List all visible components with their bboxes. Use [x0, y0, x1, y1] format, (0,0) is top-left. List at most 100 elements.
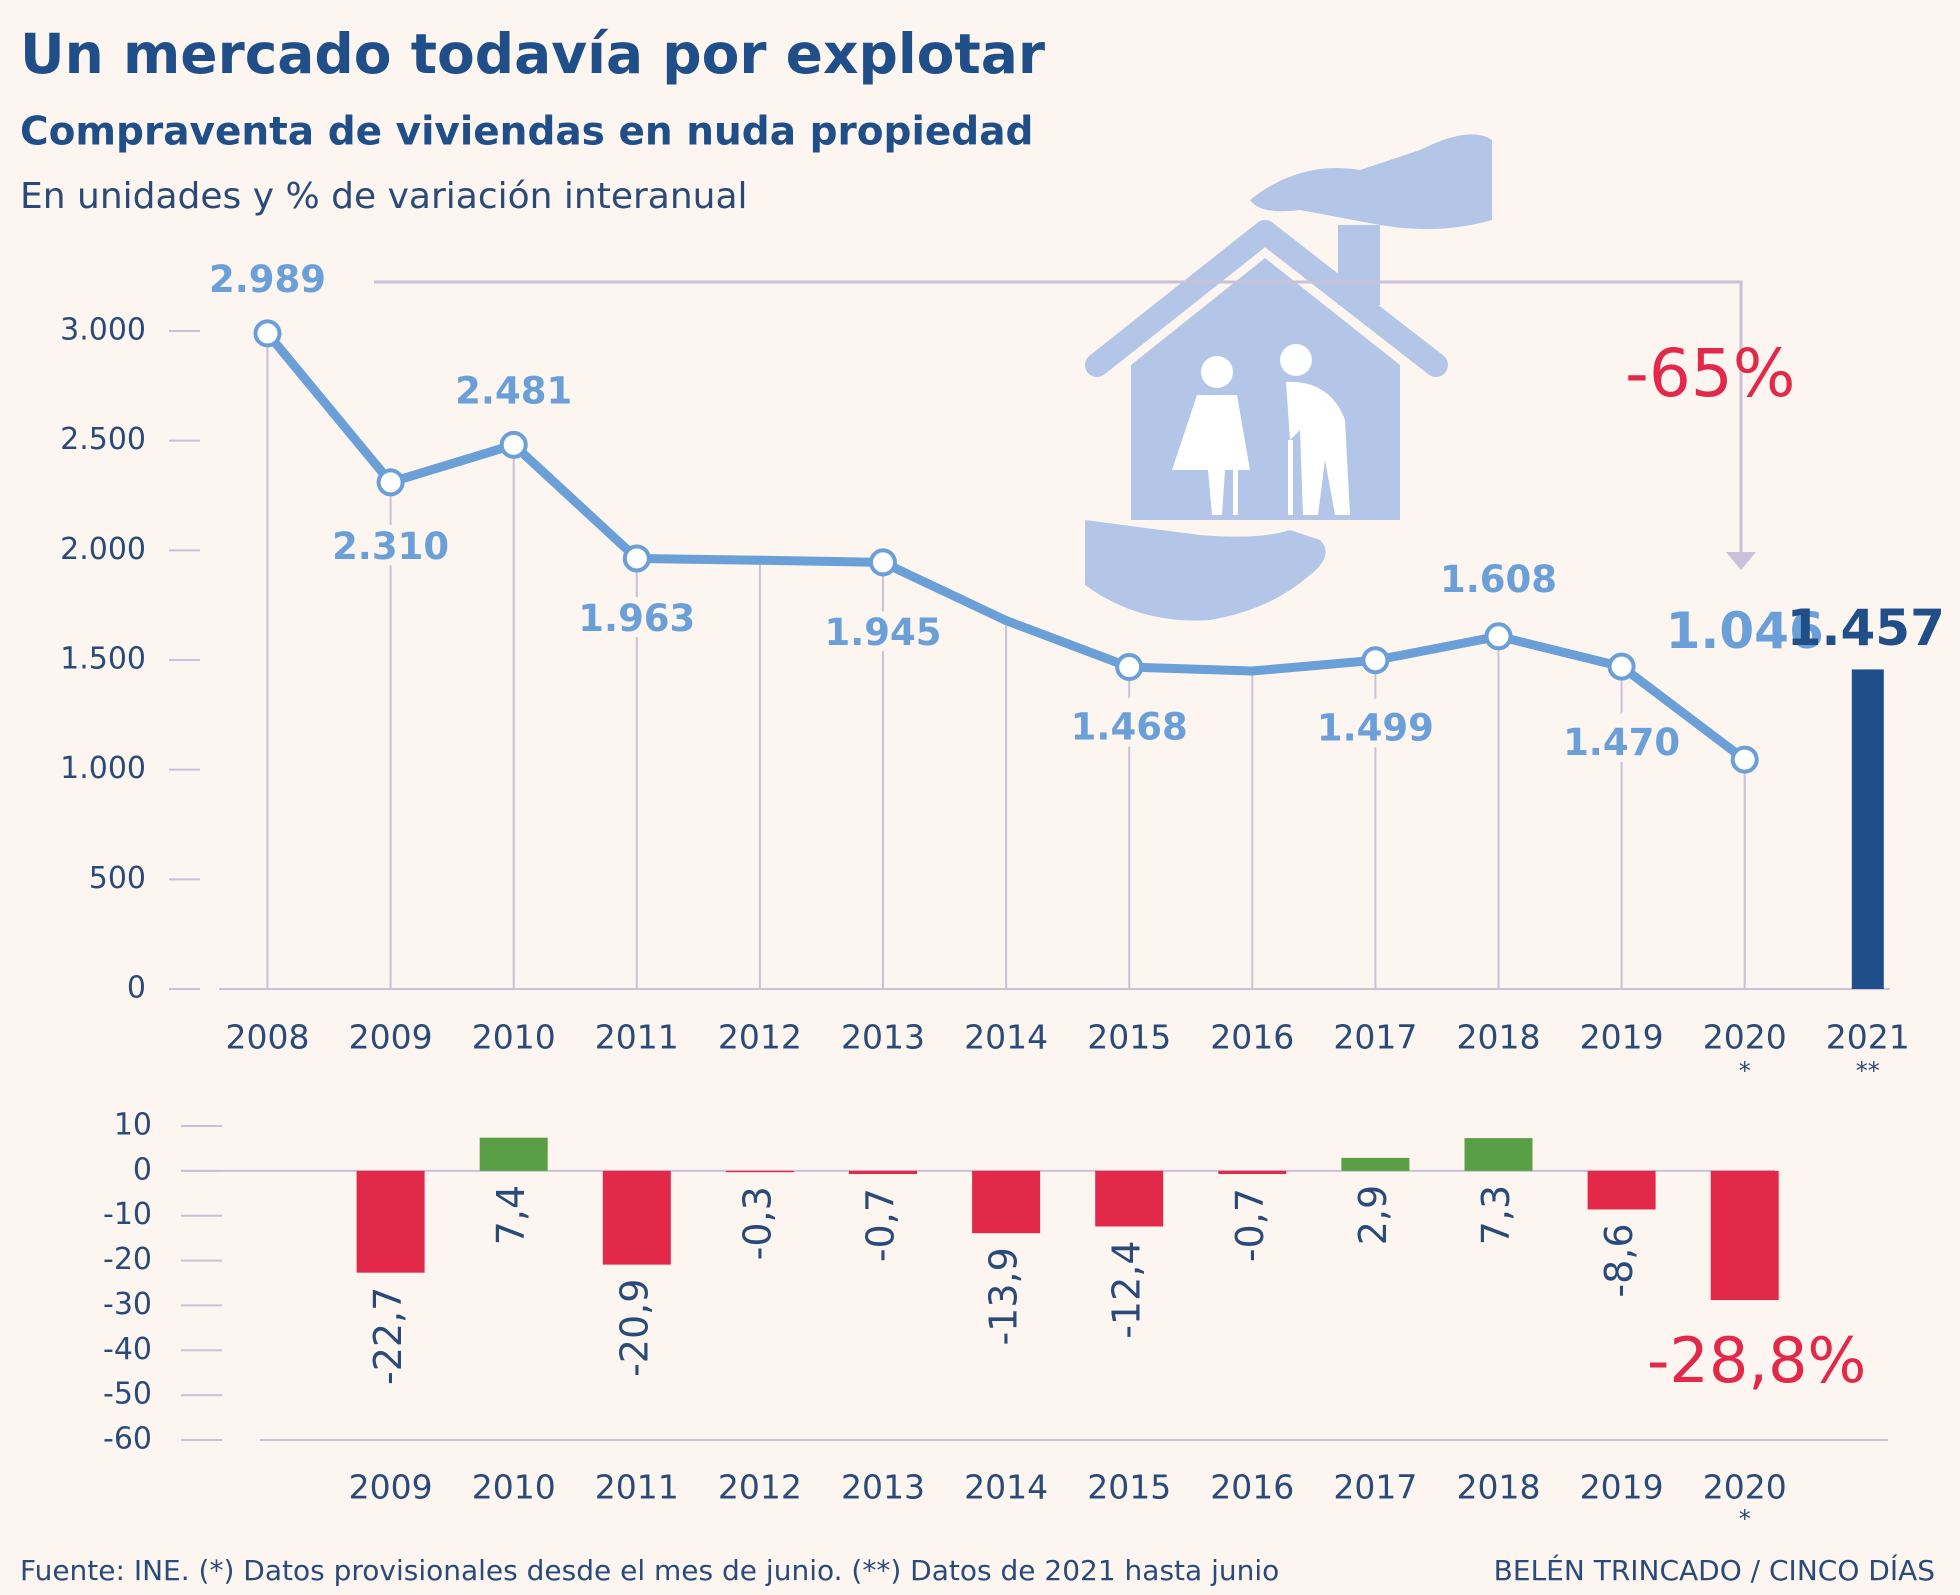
- x-tick-label: 2008: [226, 1018, 310, 1057]
- point-marker: [1361, 646, 1390, 675]
- bar: [1341, 1157, 1410, 1171]
- value-label: 2,9: [1351, 1185, 1395, 1245]
- y-tick-label: 1.500: [60, 642, 146, 677]
- x-tick-label: 2013: [841, 1468, 925, 1507]
- value-label: 1.046: [1666, 602, 1824, 660]
- value-label: -13,9: [982, 1247, 1026, 1345]
- value-label: 7,4: [489, 1185, 533, 1245]
- x-tick-label: 2021: [1826, 1018, 1910, 1057]
- source-note: Fuente: INE. (*) Datos provisionales des…: [20, 1554, 1279, 1587]
- chart-title: Un mercado todavía por explotar: [20, 22, 1045, 86]
- x-tick-label: 2013: [841, 1018, 925, 1057]
- y-tick-label: 2.500: [60, 422, 146, 457]
- point-marker: [1484, 622, 1513, 651]
- y-tick-label: -50: [103, 1377, 152, 1412]
- x-tick-label: 2019: [1580, 1018, 1664, 1057]
- point-marker: [1115, 653, 1144, 682]
- x-tick-label: 2010: [472, 1018, 556, 1057]
- x-tick-label: 2012: [718, 1018, 802, 1057]
- upper-hand: [1250, 134, 1492, 229]
- value-label: 2.989: [209, 258, 326, 301]
- y-tick-label: -60: [103, 1422, 152, 1457]
- y-tick-label: -30: [103, 1287, 152, 1322]
- point-marker: [622, 544, 651, 573]
- value-label: 1.457: [1787, 599, 1945, 657]
- y-tick-label: -20: [103, 1242, 152, 1277]
- x-tick-label: 2020: [1703, 1018, 1787, 1057]
- house-illustration: [1085, 134, 1492, 621]
- y-tick-label: 1.000: [60, 751, 146, 786]
- bar: [602, 1170, 671, 1265]
- x-tick-label: 2015: [1087, 1468, 1171, 1507]
- y-tick-label: 10: [114, 1108, 152, 1143]
- credit: BELÉN TRINCADO / CINCO DÍAS: [1494, 1553, 1935, 1587]
- value-label: -0,7: [1228, 1188, 1272, 1262]
- point-marker: [253, 319, 282, 348]
- chart-description: En unidades y % de variación interanual: [20, 176, 748, 217]
- value-label: -20,9: [612, 1279, 656, 1377]
- value-label: -22,7: [366, 1287, 410, 1385]
- value-label: 2.481: [455, 369, 572, 412]
- value-label: 1.470: [1563, 721, 1680, 764]
- x-tick-note: *: [1739, 1505, 1751, 1533]
- bar: [1587, 1170, 1656, 1210]
- x-tick-label: 2011: [595, 1018, 679, 1057]
- lower-hand: [1085, 520, 1326, 621]
- x-tick-label: 2011: [595, 1468, 679, 1507]
- bar: [972, 1170, 1041, 1234]
- value-label: 1.468: [1071, 706, 1188, 749]
- x-tick-note: *: [1739, 1057, 1751, 1085]
- x-tick-label: 2010: [472, 1468, 556, 1507]
- value-label: -8,6: [1597, 1223, 1641, 1297]
- value-label: 1.608: [1440, 558, 1557, 601]
- point-marker: [869, 548, 897, 577]
- x-tick-label: 2019: [1580, 1468, 1664, 1507]
- bar: [1851, 669, 1884, 989]
- value-label: 1.945: [824, 611, 941, 654]
- value-label: -0,3: [735, 1186, 779, 1260]
- y-tick-label: 0: [133, 1152, 152, 1187]
- x-tick-label: 2009: [349, 1468, 433, 1507]
- y-tick-label: -10: [103, 1197, 152, 1232]
- value-label: -12,4: [1105, 1240, 1149, 1338]
- value-label: 1.963: [578, 597, 695, 640]
- value-label: -28,8%: [1647, 1324, 1866, 1397]
- bar: [1710, 1170, 1779, 1301]
- x-tick-label: 2014: [964, 1468, 1048, 1507]
- point-marker: [1730, 745, 1759, 774]
- point-marker: [1607, 652, 1636, 681]
- value-label: 1.499: [1317, 707, 1434, 750]
- bar: [725, 1170, 794, 1173]
- y-tick-label: -40: [103, 1332, 152, 1367]
- x-tick-label: 2018: [1457, 1468, 1541, 1507]
- value-label: -0,7: [859, 1188, 903, 1262]
- y-tick-label: 3.000: [60, 313, 146, 348]
- bar: [356, 1170, 425, 1273]
- bar: [479, 1137, 548, 1171]
- y-tick-label: 2.000: [60, 532, 146, 567]
- x-tick-label: 2017: [1333, 1468, 1417, 1507]
- x-tick-note: **: [1856, 1057, 1880, 1085]
- roof: [1085, 220, 1448, 377]
- x-tick-label: 2017: [1333, 1018, 1417, 1057]
- point-marker: [499, 430, 528, 459]
- point-marker: [376, 468, 405, 497]
- value-label: 7,3: [1474, 1185, 1518, 1245]
- elderly-couple: [1172, 344, 1350, 515]
- x-tick-label: 2018: [1457, 1018, 1541, 1057]
- bar: [1464, 1138, 1533, 1171]
- annotation-arrow: [374, 280, 1743, 556]
- x-tick-label: 2015: [1087, 1018, 1171, 1057]
- x-tick-label: 2016: [1210, 1468, 1294, 1507]
- value-label: 2.310: [332, 525, 449, 568]
- bar: [1218, 1170, 1287, 1174]
- y-tick-label: 500: [89, 861, 146, 896]
- bar: [849, 1170, 917, 1174]
- x-tick-label: 2014: [964, 1018, 1048, 1057]
- annotation: -65%: [1625, 335, 1796, 412]
- bar: [1095, 1170, 1164, 1227]
- x-tick-label: 2012: [718, 1468, 802, 1507]
